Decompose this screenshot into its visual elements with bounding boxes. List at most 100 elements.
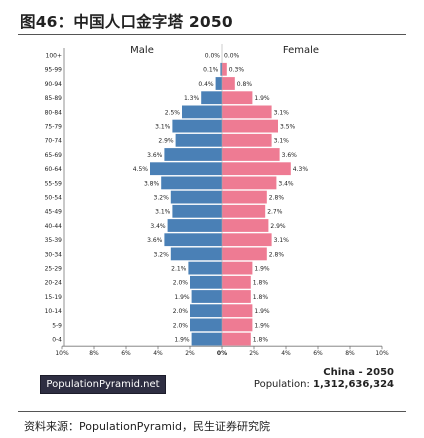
value-label-male-80-84: 2.5% bbox=[165, 109, 181, 116]
age-label-50-54: 50-54 bbox=[45, 195, 63, 202]
value-label-male-0-4: 1.9% bbox=[174, 337, 190, 344]
age-label-40-44: 40-44 bbox=[45, 223, 63, 230]
bar-male-45-49 bbox=[172, 204, 222, 218]
value-label-male-60-64: 4.5% bbox=[133, 166, 149, 173]
x-tick-label: 6% bbox=[313, 350, 323, 357]
x-tick-label: 4% bbox=[281, 350, 291, 357]
value-label-female-85-89: 1.9% bbox=[254, 95, 270, 102]
value-label-male-95-99: 0.1% bbox=[203, 67, 219, 74]
bar-male-60-64 bbox=[150, 162, 222, 176]
value-label-female-95-99: 0.3% bbox=[229, 67, 245, 74]
value-label-male-45-49: 3.1% bbox=[155, 209, 171, 216]
x-tick-label: 8% bbox=[89, 350, 99, 357]
age-label-65-69: 65-69 bbox=[45, 152, 63, 159]
age-label-85-89: 85-89 bbox=[45, 95, 63, 102]
value-label-male-30-34: 3.2% bbox=[154, 251, 170, 258]
age-label-95-99: 95-99 bbox=[45, 67, 63, 74]
bar-female-40-44 bbox=[222, 219, 269, 232]
bar-female-35-39 bbox=[222, 233, 272, 247]
value-label-male-55-59: 3.8% bbox=[144, 180, 160, 187]
value-label-female-90-94: 0.8% bbox=[237, 81, 253, 88]
age-label-20-24: 20-24 bbox=[45, 280, 63, 287]
value-label-female-50-54: 2.8% bbox=[269, 195, 285, 202]
bar-female-25-29 bbox=[222, 261, 253, 275]
bar-male-15-19 bbox=[191, 290, 222, 303]
x-tick-label: 0% bbox=[217, 350, 227, 357]
age-label-100+: 100+ bbox=[46, 53, 62, 60]
bar-female-55-59 bbox=[222, 176, 277, 190]
bar-female-85-89 bbox=[222, 91, 253, 105]
age-label-60-64: 60-64 bbox=[45, 166, 63, 173]
bar-male-40-44 bbox=[167, 219, 222, 232]
bar-female-10-14 bbox=[222, 304, 253, 318]
age-label-75-79: 75-79 bbox=[45, 124, 63, 131]
age-label-55-59: 55-59 bbox=[45, 180, 63, 187]
bar-male-75-79 bbox=[172, 119, 222, 133]
legend-female: Female bbox=[283, 45, 319, 56]
population-value: 1,312,636,324 bbox=[313, 379, 394, 390]
x-tick-label: 10% bbox=[375, 350, 389, 357]
age-label-35-39: 35-39 bbox=[45, 237, 63, 244]
bar-male-0-4 bbox=[191, 332, 222, 346]
value-label-male-25-29: 2.1% bbox=[171, 266, 187, 273]
value-label-female-15-19: 1.8% bbox=[253, 294, 269, 301]
age-label-90-94: 90-94 bbox=[45, 81, 63, 88]
x-tick-label: 2% bbox=[249, 350, 259, 357]
age-label-80-84: 80-84 bbox=[45, 109, 63, 116]
bar-female-50-54 bbox=[222, 190, 267, 204]
populationpyramid-logo[interactable]: PopulationPyramid.net bbox=[40, 375, 166, 394]
bar-male-80-84 bbox=[182, 105, 222, 119]
bar-female-15-19 bbox=[222, 290, 251, 303]
value-label-male-35-39: 3.6% bbox=[147, 237, 163, 244]
age-label-0-4: 0-4 bbox=[52, 337, 62, 344]
legend-male: Male bbox=[130, 45, 154, 56]
bar-male-50-54 bbox=[170, 190, 222, 204]
country-year-label: China - 2050 bbox=[323, 367, 394, 378]
bar-female-75-79 bbox=[222, 119, 278, 133]
bar-female-0-4 bbox=[222, 332, 251, 346]
source-rule bbox=[18, 411, 406, 412]
age-label-10-14: 10-14 bbox=[45, 308, 63, 315]
bar-female-60-64 bbox=[222, 162, 291, 176]
value-label-male-5-9: 2.0% bbox=[173, 322, 189, 329]
x-tick-label: 6% bbox=[121, 350, 131, 357]
bar-female-95-99 bbox=[222, 62, 227, 76]
bar-male-65-69 bbox=[164, 148, 222, 161]
value-label-female-30-34: 2.8% bbox=[269, 251, 285, 258]
x-tick-label: 10% bbox=[55, 350, 69, 357]
bar-male-85-89 bbox=[201, 91, 222, 105]
bar-female-30-34 bbox=[222, 247, 267, 261]
bar-male-5-9 bbox=[190, 318, 222, 332]
bar-male-90-94 bbox=[215, 77, 222, 90]
value-label-female-25-29: 1.9% bbox=[254, 266, 270, 273]
value-label-female-60-64: 4.3% bbox=[293, 166, 309, 173]
age-label-30-34: 30-34 bbox=[45, 251, 63, 258]
value-label-male-85-89: 1.3% bbox=[184, 95, 200, 102]
bar-male-30-34 bbox=[170, 247, 222, 261]
x-tick-label: 4% bbox=[153, 350, 163, 357]
value-label-female-75-79: 3.5% bbox=[280, 124, 296, 131]
value-label-female-40-44: 2.9% bbox=[270, 223, 286, 230]
bar-female-70-74 bbox=[222, 133, 272, 147]
value-label-male-70-74: 2.9% bbox=[158, 138, 174, 145]
bar-male-10-14 bbox=[190, 304, 222, 318]
value-label-female-80-84: 3.1% bbox=[274, 109, 290, 116]
bar-female-65-69 bbox=[222, 148, 280, 161]
bar-male-55-59 bbox=[161, 176, 222, 190]
value-label-female-65-69: 3.6% bbox=[282, 152, 298, 159]
value-label-female-20-24: 1.8% bbox=[253, 280, 269, 287]
figure-title: 图46：中国人口金字塔 2050 bbox=[20, 13, 233, 31]
age-label-45-49: 45-49 bbox=[45, 209, 63, 216]
value-label-female-0-4: 1.8% bbox=[253, 337, 269, 344]
x-tick-label: 8% bbox=[345, 350, 355, 357]
value-label-female-10-14: 1.9% bbox=[254, 308, 270, 315]
age-label-5-9: 5-9 bbox=[52, 322, 62, 329]
age-label-15-19: 15-19 bbox=[45, 294, 63, 301]
title-rule bbox=[18, 34, 406, 35]
population-label: Population: bbox=[253, 379, 310, 390]
value-label-female-35-39: 3.1% bbox=[274, 237, 290, 244]
source-note: 资料来源：PopulationPyramid，民生证券研究院 bbox=[24, 420, 270, 433]
x-tick-label: 2% bbox=[185, 350, 195, 357]
value-label-male-40-44: 3.4% bbox=[150, 223, 166, 230]
